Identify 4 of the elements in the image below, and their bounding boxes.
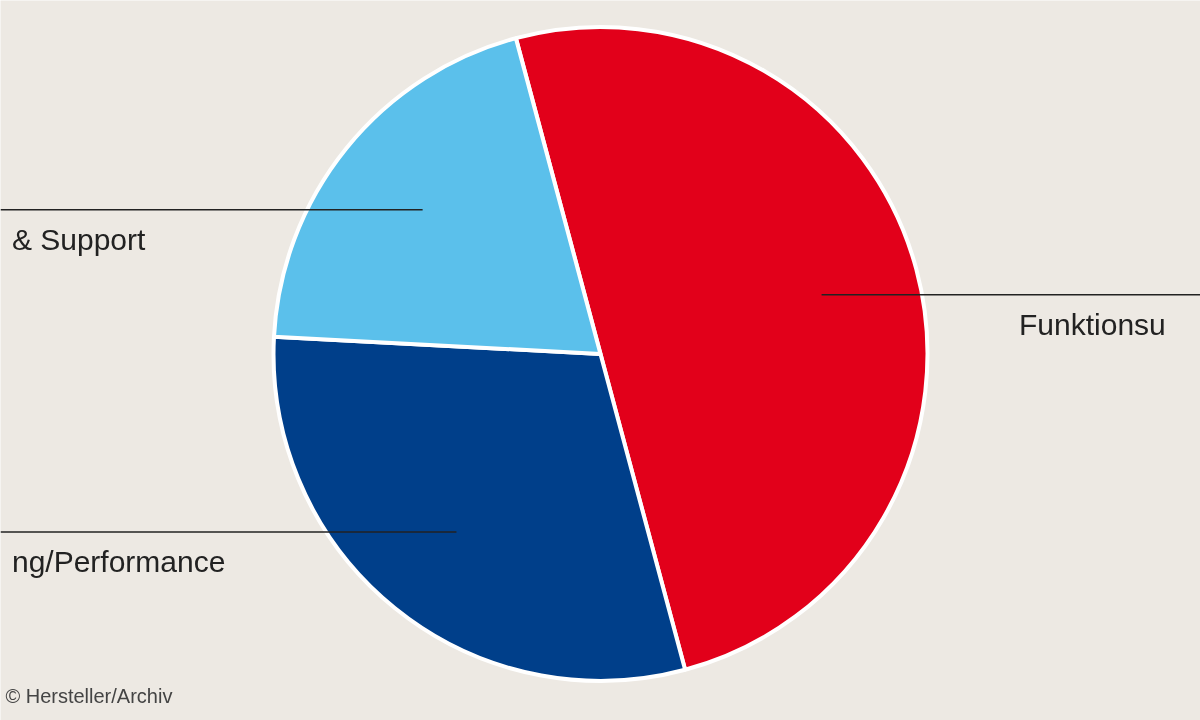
slice-label: & Support	[11, 222, 147, 256]
slice-label: Funktionsu	[1019, 307, 1166, 341]
slice-label: ng/Performance	[11, 545, 226, 579]
text: © Hersteller/Archiv	[5, 685, 173, 708]
